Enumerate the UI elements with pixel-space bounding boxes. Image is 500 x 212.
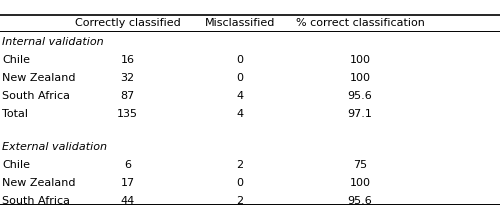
Text: South Africa: South Africa (2, 196, 70, 206)
Text: % correct classification: % correct classification (296, 18, 424, 28)
Text: 0: 0 (236, 55, 244, 66)
Text: Chile: Chile (2, 55, 30, 66)
Text: External validation: External validation (2, 142, 108, 152)
Text: Internal validation: Internal validation (2, 37, 104, 47)
Text: 95.6: 95.6 (348, 91, 372, 102)
Text: 0: 0 (236, 73, 244, 84)
Text: New Zealand: New Zealand (2, 73, 76, 84)
Text: 2: 2 (236, 160, 244, 170)
Text: 2: 2 (236, 196, 244, 206)
Text: 0: 0 (236, 178, 244, 188)
Text: 4: 4 (236, 91, 244, 102)
Text: 100: 100 (350, 178, 370, 188)
Text: 6: 6 (124, 160, 131, 170)
Text: South Africa: South Africa (2, 91, 70, 102)
Text: Misclassified: Misclassified (205, 18, 275, 28)
Text: 17: 17 (120, 178, 134, 188)
Text: 75: 75 (353, 160, 367, 170)
Text: 32: 32 (120, 73, 134, 84)
Text: 44: 44 (120, 196, 134, 206)
Text: 16: 16 (120, 55, 134, 66)
Text: 87: 87 (120, 91, 134, 102)
Text: 135: 135 (117, 109, 138, 120)
Text: 100: 100 (350, 55, 370, 66)
Text: Chile: Chile (2, 160, 30, 170)
Text: 95.6: 95.6 (348, 196, 372, 206)
Text: New Zealand: New Zealand (2, 178, 76, 188)
Text: Total: Total (2, 109, 29, 120)
Text: Correctly classified: Correctly classified (74, 18, 180, 28)
Text: 100: 100 (350, 73, 370, 84)
Text: 97.1: 97.1 (348, 109, 372, 120)
Text: 4: 4 (236, 109, 244, 120)
